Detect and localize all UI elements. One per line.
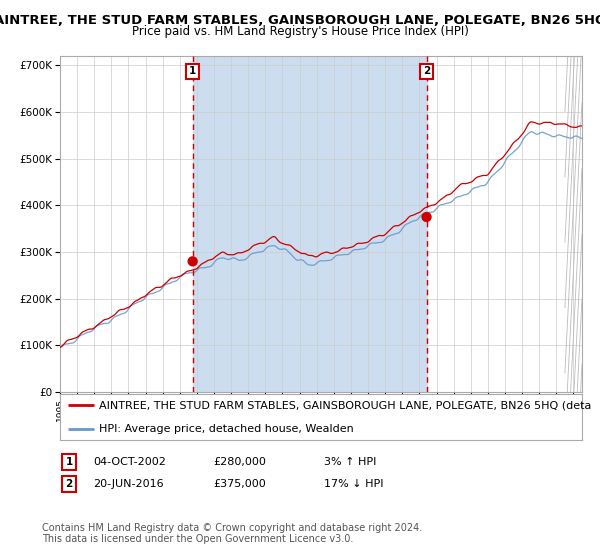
- Text: 1: 1: [189, 66, 196, 76]
- Text: 1: 1: [65, 457, 73, 467]
- Text: AINTREE, THE STUD FARM STABLES, GAINSBOROUGH LANE, POLEGATE, BN26 5HQ: AINTREE, THE STUD FARM STABLES, GAINSBOR…: [0, 14, 600, 27]
- Text: 2: 2: [423, 66, 430, 76]
- Point: [422, 213, 431, 222]
- Text: 2: 2: [65, 479, 73, 489]
- Text: This data is licensed under the Open Government Licence v3.0.: This data is licensed under the Open Gov…: [42, 534, 353, 544]
- Point: [188, 257, 197, 266]
- Text: £280,000: £280,000: [213, 457, 266, 467]
- Text: AINTREE, THE STUD FARM STABLES, GAINSBOROUGH LANE, POLEGATE, BN26 5HQ (deta: AINTREE, THE STUD FARM STABLES, GAINSBOR…: [99, 400, 592, 410]
- Text: Contains HM Land Registry data © Crown copyright and database right 2024.: Contains HM Land Registry data © Crown c…: [42, 522, 422, 533]
- Text: 20-JUN-2016: 20-JUN-2016: [93, 479, 164, 489]
- Text: 17% ↓ HPI: 17% ↓ HPI: [324, 479, 383, 489]
- Text: HPI: Average price, detached house, Wealden: HPI: Average price, detached house, Weal…: [99, 424, 354, 435]
- Text: 3% ↑ HPI: 3% ↑ HPI: [324, 457, 376, 467]
- Bar: [193, 56, 427, 392]
- Text: Price paid vs. HM Land Registry's House Price Index (HPI): Price paid vs. HM Land Registry's House …: [131, 25, 469, 38]
- Text: £375,000: £375,000: [213, 479, 266, 489]
- Text: 04-OCT-2002: 04-OCT-2002: [93, 457, 166, 467]
